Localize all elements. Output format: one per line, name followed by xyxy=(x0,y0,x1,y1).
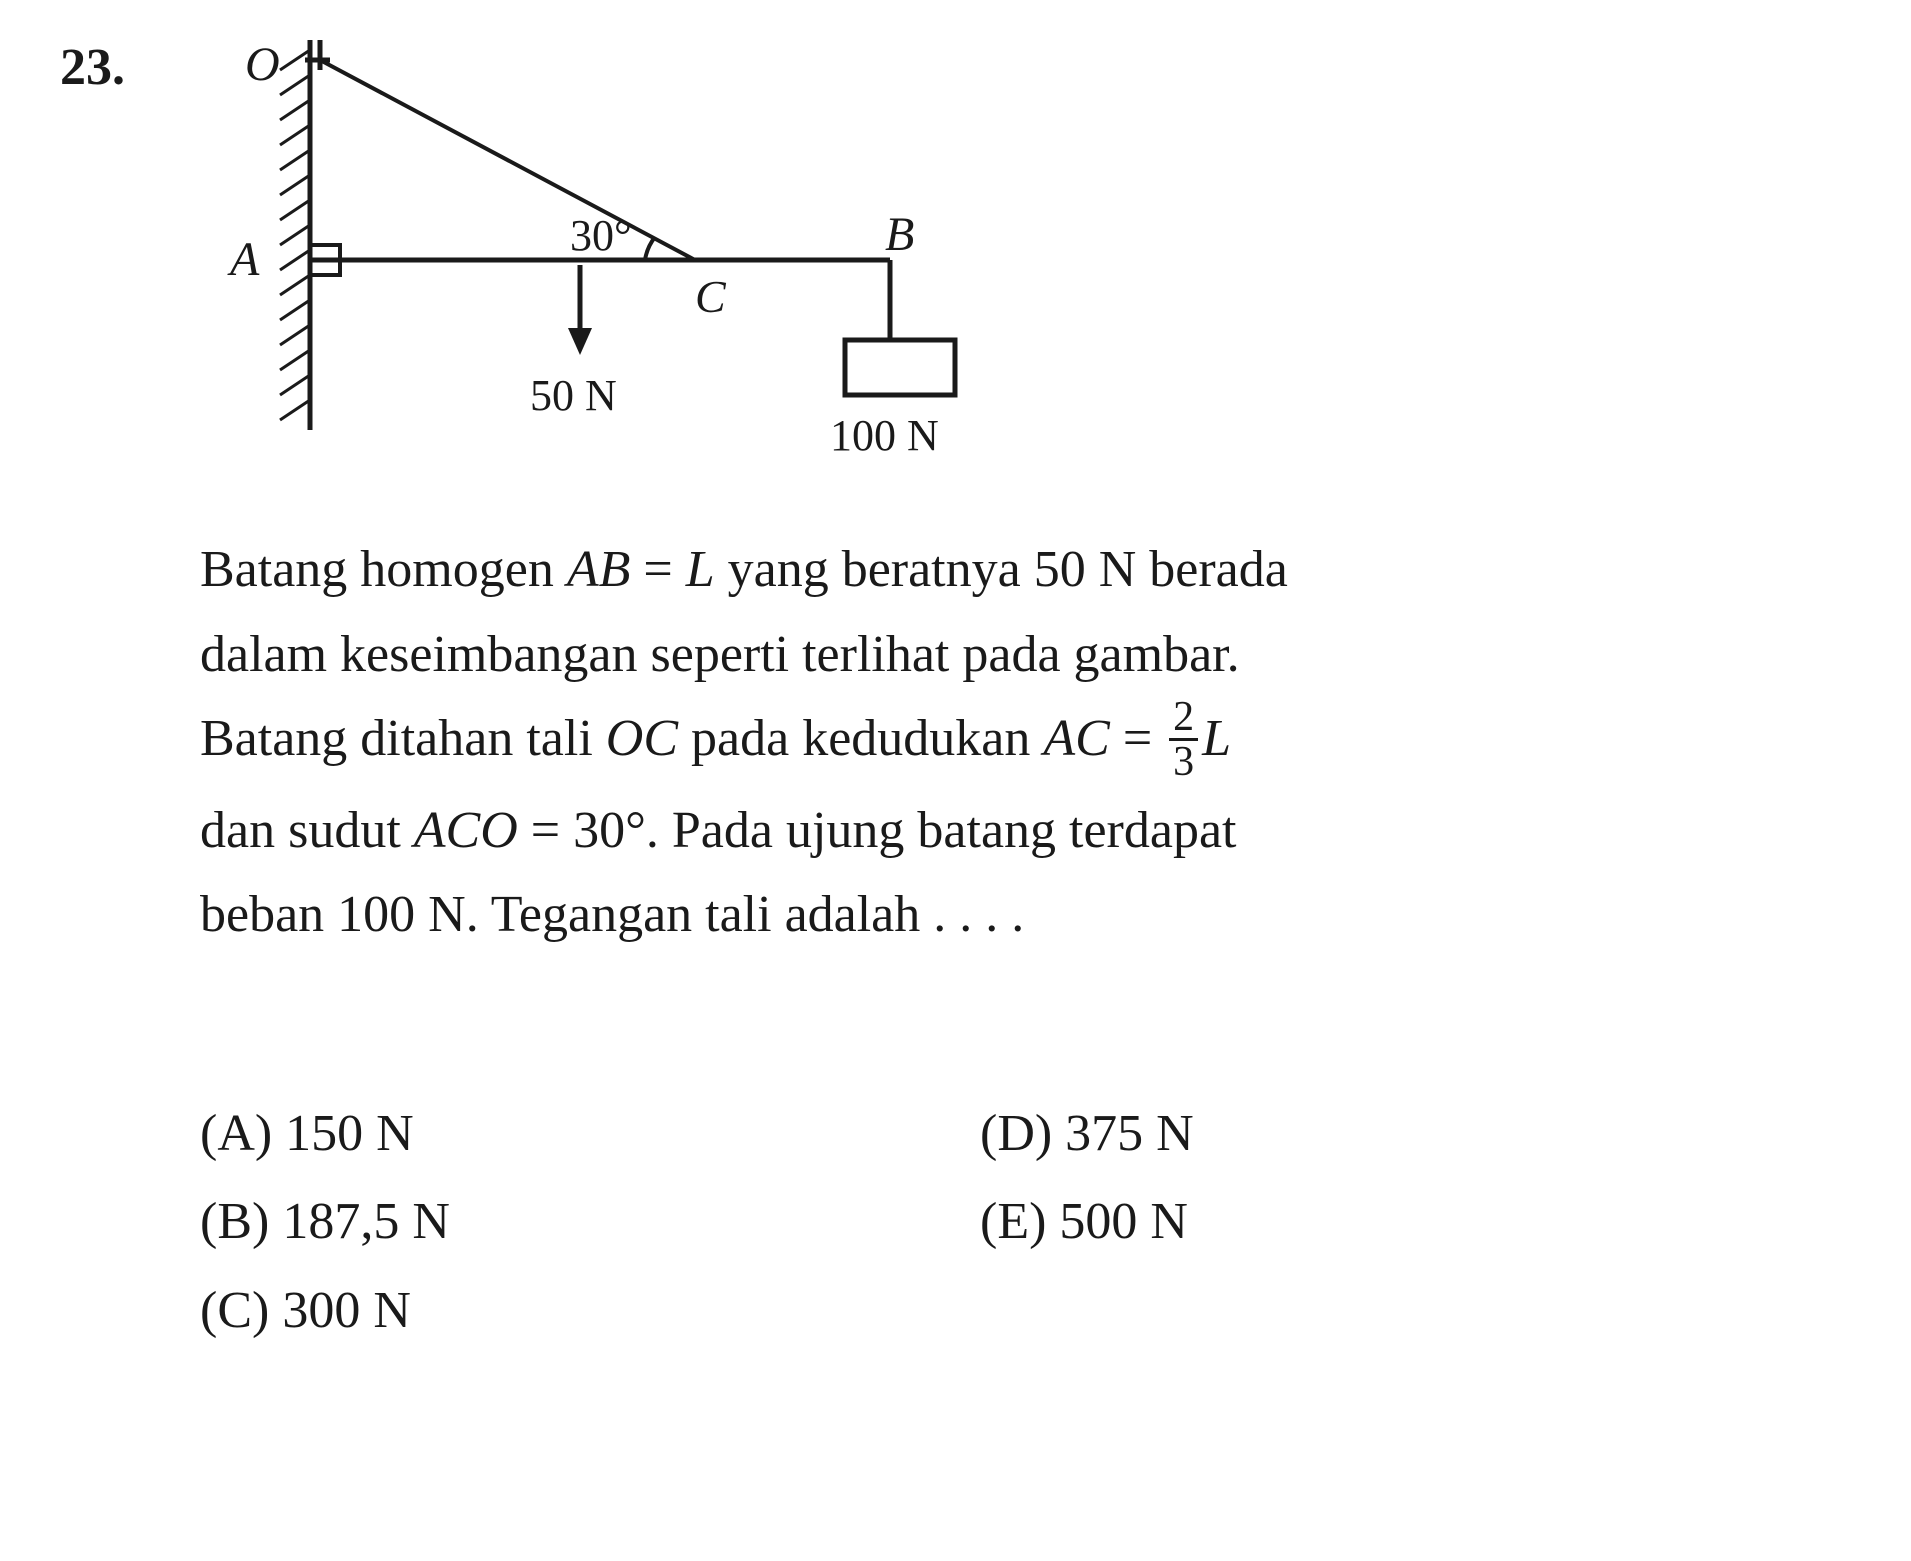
body-line-2: dalam keseimbangan seperti terlihat pada… xyxy=(200,615,1831,696)
option-C: (C) 300 N xyxy=(200,1267,980,1355)
var-AC: AC xyxy=(1043,710,1109,767)
weight-bar-label: 50 N xyxy=(530,371,617,420)
fraction-two-thirds: 23 xyxy=(1169,696,1198,783)
body-line-1: Batang homogen AB = L yang beratnya 50 N… xyxy=(200,530,1831,611)
load-box-icon xyxy=(845,340,955,395)
option-row-1: (A) 150 N (D) 375 N xyxy=(200,1090,1831,1178)
option-A: (A) 150 N xyxy=(200,1090,980,1178)
txt: pada kedudukan xyxy=(678,710,1043,767)
var-AB: AB xyxy=(567,541,631,598)
txt: = xyxy=(630,541,685,598)
load-label: 100 N xyxy=(830,411,939,460)
question-body: Batang homogen AB = L yang beratnya 50 N… xyxy=(200,530,1831,960)
wall-hatching xyxy=(280,50,310,420)
txt: = 30°. Pada ujung batang terdapat xyxy=(518,802,1237,859)
angle-arc xyxy=(645,237,655,260)
angle-label: 30° xyxy=(570,211,632,260)
weight-bar-arrow-icon xyxy=(568,265,592,355)
var-OC: OC xyxy=(606,710,678,767)
page: 23. O xyxy=(0,0,1911,1561)
option-D: (D) 375 N xyxy=(980,1090,1831,1178)
label-O: O xyxy=(245,38,280,91)
body-line-5: beban 100 N. Tegangan tali adalah . . . … xyxy=(200,875,1831,956)
body-line-3: Batang ditahan tali OC pada kedudukan AC… xyxy=(200,699,1831,787)
diagram-svg: O A 30° C B 50 N xyxy=(190,30,1090,480)
var-L: L xyxy=(686,541,715,598)
question-number: 23. xyxy=(60,38,125,97)
option-row-3: (C) 300 N xyxy=(200,1267,1831,1355)
answer-options: (A) 150 N (D) 375 N (B) 187,5 N (E) 500 … xyxy=(200,1090,1831,1355)
body-line-4: dan sudut ACO = 30°. Pada ujung batang t… xyxy=(200,791,1831,872)
label-B: B xyxy=(885,208,914,261)
frac-num: 2 xyxy=(1169,696,1198,741)
txt: dan sudut xyxy=(200,802,414,859)
var-L: L xyxy=(1202,710,1231,767)
txt: = xyxy=(1110,710,1165,767)
txt: Batang homogen xyxy=(200,541,567,598)
option-blank xyxy=(980,1267,1831,1355)
label-A: A xyxy=(227,233,260,286)
txt: Batang ditahan tali xyxy=(200,710,606,767)
label-C: C xyxy=(695,271,727,322)
diagram: O A 30° C B 50 N xyxy=(190,30,1090,480)
option-B: (B) 187,5 N xyxy=(200,1178,980,1266)
txt: yang beratnya 50 N berada xyxy=(715,541,1288,598)
frac-den: 3 xyxy=(1169,741,1198,783)
var-ACO: ACO xyxy=(414,802,518,859)
option-E: (E) 500 N xyxy=(980,1178,1831,1266)
string-OC xyxy=(320,60,695,260)
option-row-2: (B) 187,5 N (E) 500 N xyxy=(200,1178,1831,1266)
